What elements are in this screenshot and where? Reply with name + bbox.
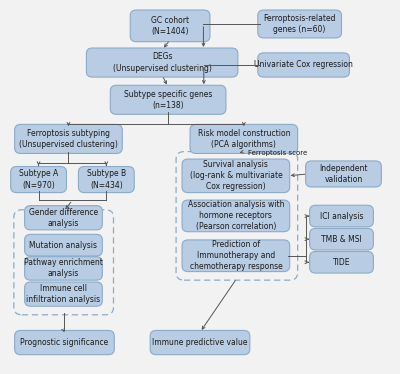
Text: Immune predictive value: Immune predictive value — [152, 338, 248, 347]
Text: Immune cell
infiltration analysis: Immune cell infiltration analysis — [26, 284, 100, 304]
Text: Survival analysis
(log-rank & multivariate
Cox regression): Survival analysis (log-rank & multivaria… — [190, 160, 282, 191]
Text: Risk model construction
(PCA algorithms): Risk model construction (PCA algorithms) — [198, 129, 290, 149]
Text: ICI analysis: ICI analysis — [320, 212, 363, 221]
Text: Subtype specific genes
(n=138): Subtype specific genes (n=138) — [124, 90, 212, 110]
FancyBboxPatch shape — [182, 200, 290, 232]
FancyBboxPatch shape — [258, 10, 342, 38]
FancyBboxPatch shape — [310, 229, 373, 250]
FancyBboxPatch shape — [25, 206, 102, 230]
FancyBboxPatch shape — [182, 159, 290, 193]
FancyBboxPatch shape — [310, 205, 373, 227]
Text: Association analysis with
hormone receptors
(Pearson correlation): Association analysis with hormone recept… — [188, 200, 284, 232]
Text: Subtype B
(N=434): Subtype B (N=434) — [87, 169, 126, 190]
Text: Prognostic significance: Prognostic significance — [20, 338, 108, 347]
FancyBboxPatch shape — [11, 166, 66, 193]
Text: Ferroptosis subtyping
(Unsupervised clustering): Ferroptosis subtyping (Unsupervised clus… — [19, 129, 118, 149]
Text: Subtype A
(N=970): Subtype A (N=970) — [19, 169, 58, 190]
Text: Gender difference
analysis: Gender difference analysis — [29, 208, 98, 228]
FancyBboxPatch shape — [182, 240, 290, 272]
Text: DEGs
(Unsupervised clustering): DEGs (Unsupervised clustering) — [113, 52, 212, 73]
FancyBboxPatch shape — [130, 10, 210, 42]
FancyBboxPatch shape — [150, 331, 250, 355]
FancyBboxPatch shape — [78, 166, 134, 193]
Text: Pathway enrichment
analysis: Pathway enrichment analysis — [24, 258, 103, 279]
Text: Prediction of
Immunotherapy and
chemotherapy response: Prediction of Immunotherapy and chemothe… — [190, 240, 282, 272]
FancyBboxPatch shape — [15, 125, 122, 153]
FancyBboxPatch shape — [15, 331, 114, 355]
Text: TIDE: TIDE — [333, 258, 350, 267]
Text: Mutation analysis: Mutation analysis — [30, 240, 98, 249]
FancyBboxPatch shape — [86, 48, 238, 77]
FancyBboxPatch shape — [25, 234, 102, 256]
FancyBboxPatch shape — [310, 251, 373, 273]
Text: Ferroptosis score: Ferroptosis score — [248, 150, 307, 156]
Text: Independent
validation: Independent validation — [319, 164, 368, 184]
Text: Univariate Cox regression: Univariate Cox regression — [254, 61, 353, 70]
FancyBboxPatch shape — [306, 161, 381, 187]
FancyBboxPatch shape — [25, 257, 102, 280]
Text: TMB & MSI: TMB & MSI — [321, 234, 362, 244]
FancyBboxPatch shape — [190, 125, 298, 153]
FancyBboxPatch shape — [110, 85, 226, 114]
FancyBboxPatch shape — [25, 282, 102, 306]
FancyBboxPatch shape — [258, 53, 350, 77]
Text: GC cohort
(N=1404): GC cohort (N=1404) — [151, 16, 189, 36]
Text: Ferroptosis-related
genes (n=60): Ferroptosis-related genes (n=60) — [264, 14, 336, 34]
